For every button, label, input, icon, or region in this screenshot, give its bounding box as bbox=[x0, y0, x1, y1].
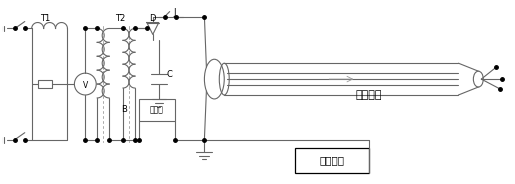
Bar bbox=[139, 99, 175, 121]
Text: 被测电缆: 被测电缆 bbox=[356, 90, 383, 100]
Text: B: B bbox=[121, 105, 127, 114]
Text: 测试主机: 测试主机 bbox=[319, 155, 345, 165]
Text: C: C bbox=[167, 70, 173, 79]
Bar bbox=[295, 148, 369, 173]
Bar bbox=[38, 80, 52, 88]
Text: T1: T1 bbox=[40, 14, 50, 22]
Text: T2: T2 bbox=[115, 14, 125, 22]
Text: D: D bbox=[149, 14, 156, 22]
Text: V: V bbox=[83, 81, 88, 90]
Text: 采样盒: 采样盒 bbox=[150, 105, 164, 114]
Text: J: J bbox=[174, 8, 176, 17]
